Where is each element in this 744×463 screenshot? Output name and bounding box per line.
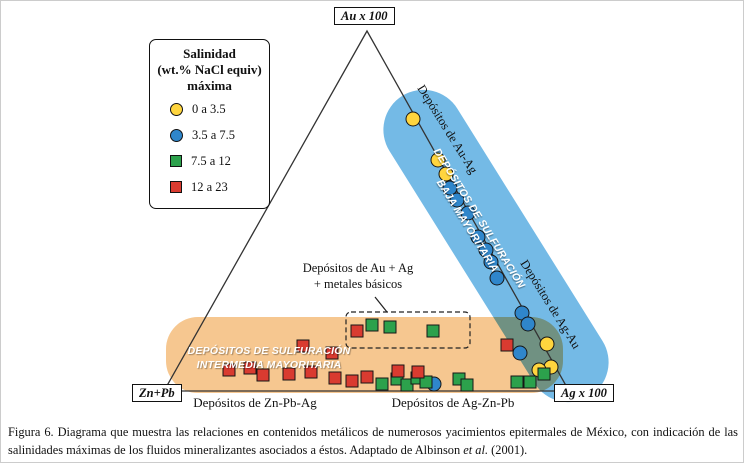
- data-point-sal-35-75: [442, 180, 458, 196]
- legend-entry: 7.5 a 12: [170, 154, 265, 169]
- data-point-sal-75-12: [400, 378, 414, 392]
- salinity-legend: Salinidad (wt.% NaCl equiv) máxima 0 a 3…: [149, 39, 270, 209]
- legend-entry-label: 12 a 23: [191, 179, 228, 194]
- caption-etal: et al.: [463, 442, 489, 457]
- legend-entry-label: 3.5 a 7.5: [192, 127, 236, 142]
- data-point-sal-0-35: [539, 336, 555, 352]
- caption-text: Figura 6. Diagrama que muestra las relac…: [8, 425, 738, 457]
- ternary-plot-svg: [162, 29, 609, 403]
- vertex-label-znpb: Zn+Pb: [132, 384, 182, 402]
- data-point-sal-75-12: [537, 367, 551, 381]
- data-point-sal-12-23: [360, 370, 374, 384]
- circle-marker-icon: [170, 128, 183, 142]
- data-point-sal-12-23: [256, 368, 270, 382]
- legend-title-line3: máxima: [187, 77, 232, 93]
- square-marker-icon: [170, 155, 182, 168]
- data-point-sal-35-75: [483, 254, 499, 270]
- figure-caption: Figura 6. Diagrama que muestra las relac…: [8, 424, 738, 459]
- bottom-label-ag-zn-pb: Depósitos de Ag-Zn-Pb: [391, 395, 515, 410]
- data-point-sal-12-23: [345, 374, 359, 388]
- data-point-sal-12-23: [411, 365, 425, 379]
- vertex-label-au: Au x 100: [334, 7, 395, 25]
- square-marker-icon: [170, 181, 182, 194]
- annotation-line2: + metales básicos: [313, 276, 403, 291]
- data-point-sal-35-75: [489, 270, 505, 286]
- basic-metals-dashed-box: [345, 311, 471, 349]
- data-point-sal-75-12: [523, 375, 537, 389]
- points-layer: [222, 111, 559, 392]
- data-point-sal-75-12: [426, 324, 440, 338]
- annotation-connector-line: [374, 296, 388, 313]
- data-point-sal-0-35: [405, 111, 421, 127]
- data-point-sal-0-35: [438, 166, 454, 182]
- data-point-sal-35-75: [470, 229, 486, 245]
- circle-marker-icon: [170, 102, 183, 116]
- legend-entry-label: 0 a 3.5: [192, 101, 226, 116]
- data-point-sal-35-75: [520, 316, 536, 332]
- bottom-label-zn-pb-ag: Depósitos de Zn-Pb-Ag: [193, 395, 317, 410]
- data-point-sal-12-23: [304, 365, 318, 379]
- band-label-line: INTERMEDIA MAYORITARIA: [196, 359, 342, 372]
- legend-entry: 3.5 a 7.5: [170, 128, 265, 143]
- data-point-sal-12-23: [243, 361, 257, 375]
- data-point-sal-12-23: [500, 338, 514, 352]
- data-point-sal-12-23: [350, 324, 364, 338]
- vertex-label-ag: Ag x 100: [554, 384, 614, 402]
- data-point-sal-12-23: [391, 364, 405, 378]
- low-sulfidation-band: [383, 89, 609, 403]
- data-point-sal-0-35: [430, 152, 446, 168]
- data-point-sal-12-23: [222, 363, 236, 377]
- data-point-sal-75-12: [365, 318, 379, 332]
- data-point-sal-12-23: [282, 367, 296, 381]
- data-point-sal-75-12: [383, 320, 397, 334]
- data-point-sal-35-75: [512, 345, 528, 361]
- data-point-sal-75-12: [375, 377, 389, 391]
- legend-entry-label: 7.5 a 12: [191, 153, 231, 168]
- legend-entry: 12 a 23: [170, 180, 265, 195]
- band-label-line: DEPÓSITOS DE SULFURACIÓN: [187, 345, 351, 357]
- basic-metals-annotation: Depósitos de Au + Ag + metales básicos: [273, 261, 443, 293]
- data-point-sal-75-12: [460, 378, 474, 392]
- data-point-sal-75-12: [510, 375, 524, 389]
- data-point-sal-35-75: [460, 205, 476, 221]
- data-point-sal-75-12: [419, 375, 433, 389]
- legend-entry: 0 a 3.5: [170, 102, 265, 117]
- legend-entries: 0 a 3.5 3.5 a 7.5 7.5 a 12 12 a 23: [154, 102, 265, 195]
- data-point-sal-12-23: [296, 339, 310, 353]
- annotation-line1: Depósitos de Au + Ag: [302, 261, 414, 275]
- legend-title-line1: Salinidad: [183, 46, 236, 61]
- data-point-sal-35-75: [449, 192, 465, 208]
- data-point-sal-12-23: [325, 346, 339, 360]
- legend-title-line2: (wt.% NaCl equiv): [157, 61, 262, 77]
- data-point-sal-12-23: [328, 371, 342, 385]
- intermediate-sulfidation-band-label: DEPÓSITOS DE SULFURACIÓN INTERMEDIA MAYO…: [169, 344, 369, 372]
- caption-year: (2001).: [488, 442, 528, 457]
